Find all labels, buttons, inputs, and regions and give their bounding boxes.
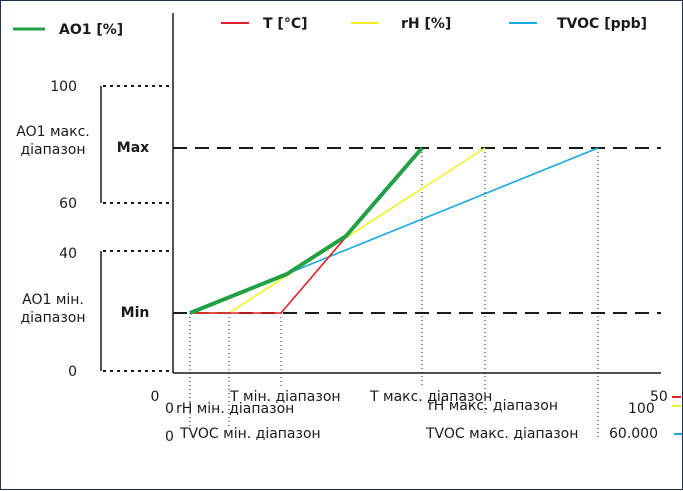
series-t-line xyxy=(190,147,423,314)
min-range-label-line2: діапазон xyxy=(20,310,85,326)
x-rh-min: rH мін. діапазон xyxy=(176,401,294,417)
max-range-label-line1: AO1 макс. xyxy=(16,124,89,140)
min-range-label-line1: AO1 мін. xyxy=(22,292,84,308)
legend-t-label: T [°C] xyxy=(263,16,308,32)
y-tick-100: 100 xyxy=(50,79,77,95)
y-range-brackets xyxy=(100,85,171,372)
max-label: Max xyxy=(117,140,149,156)
legend: AO1 [%] T [°C] rH [%] TVOC [ppb] xyxy=(13,16,647,38)
x-labels: 0 T мін. діапазон T макс. діапазон 50 0 … xyxy=(151,389,682,445)
min-label: Min xyxy=(121,305,150,321)
x-tvoc-end: 60.000 xyxy=(609,426,658,442)
series-rh-line xyxy=(190,147,486,314)
x-rh-end: 100 xyxy=(628,401,655,417)
x-t-end: 50 xyxy=(650,389,668,405)
legend-tvoc-label: TVOC [ppb] xyxy=(557,16,647,32)
x-tvoc-zero: 0 xyxy=(165,429,174,445)
x-t-zero: 0 xyxy=(151,389,160,405)
max-range-label-line2: діапазон xyxy=(20,142,85,158)
x-tvoc-min: TVOC мін. діапазон xyxy=(179,426,321,442)
x-t-max: T макс. діапазон xyxy=(369,389,492,405)
axes xyxy=(172,13,661,374)
x-rh-zero: 0 xyxy=(165,401,174,417)
y-tick-0: 0 xyxy=(68,364,77,380)
x-tvoc-max: TVOC макс. діапазон xyxy=(425,426,578,442)
x-rh-max: rH макс. діапазон xyxy=(428,398,558,414)
legend-ao1-label: AO1 [%] xyxy=(59,22,123,38)
y-tick-60: 60 xyxy=(59,196,77,212)
vertical-guides xyxy=(189,148,599,439)
y-tick-40: 40 xyxy=(59,246,77,262)
y-labels: 100 60 40 0 AO1 макс. діапазон AO1 мін. … xyxy=(16,79,149,380)
legend-rh-label: rH [%] xyxy=(401,16,451,32)
x-t-min: T мін. діапазон xyxy=(229,389,341,405)
series-ao1-line xyxy=(189,146,424,315)
